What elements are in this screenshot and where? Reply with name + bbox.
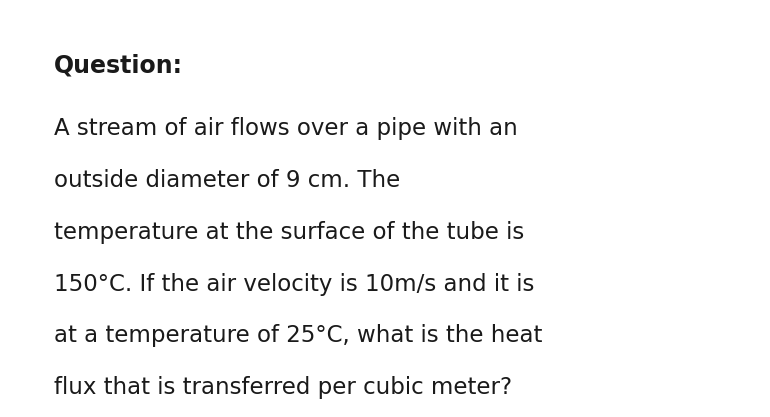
Text: Question:: Question: [54, 53, 182, 77]
Text: A stream of air flows over a pipe with an: A stream of air flows over a pipe with a… [54, 117, 517, 141]
Text: temperature at the surface of the tube is: temperature at the surface of the tube i… [54, 221, 524, 244]
Text: 150°C. If the air velocity is 10m/s and it is: 150°C. If the air velocity is 10m/s and … [54, 273, 534, 296]
Text: outside diameter of 9 cm. The: outside diameter of 9 cm. The [54, 169, 400, 192]
Text: flux that is transferred per cubic meter?: flux that is transferred per cubic meter… [54, 376, 512, 399]
Text: at a temperature of 25°C, what is the heat: at a temperature of 25°C, what is the he… [54, 324, 542, 347]
